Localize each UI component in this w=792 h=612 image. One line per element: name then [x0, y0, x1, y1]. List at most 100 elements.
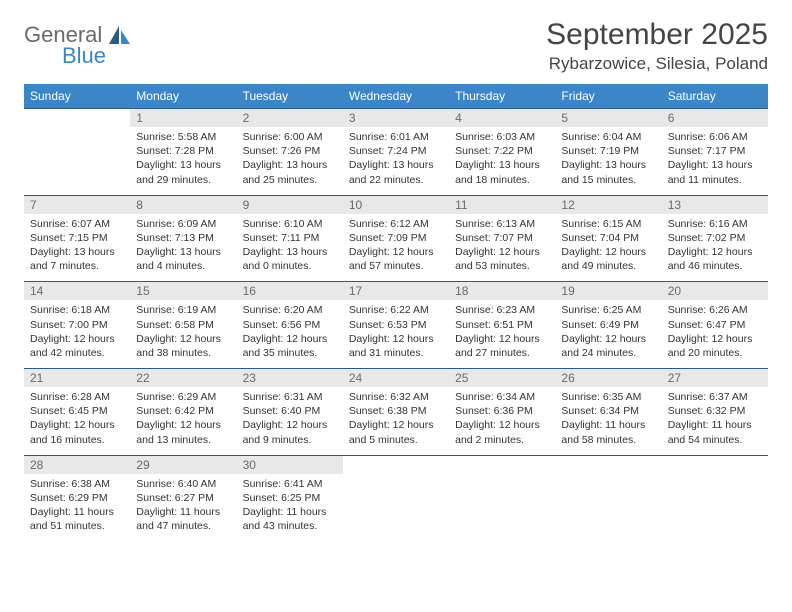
sunset-text: Sunset: 6:29 PM: [30, 491, 124, 505]
daylight-text-1: Daylight: 12 hours: [668, 245, 762, 259]
sunset-text: Sunset: 7:00 PM: [30, 318, 124, 332]
sunrise-text: Sunrise: 6:12 AM: [349, 217, 443, 231]
daylight-text-1: Daylight: 13 hours: [455, 158, 549, 172]
sunrise-text: Sunrise: 6:35 AM: [561, 390, 655, 404]
daylight-text-2: and 57 minutes.: [349, 259, 443, 273]
sunrise-text: Sunrise: 6:16 AM: [668, 217, 762, 231]
day-number-cell: 16: [237, 282, 343, 301]
day-number-cell: [555, 455, 661, 474]
day-content-cell: Sunrise: 6:28 AMSunset: 6:45 PMDaylight:…: [24, 387, 130, 455]
daylight-text-2: and 24 minutes.: [561, 346, 655, 360]
daylight-text-2: and 5 minutes.: [349, 433, 443, 447]
day-content-cell: Sunrise: 6:19 AMSunset: 6:58 PMDaylight:…: [130, 300, 236, 368]
content-row: Sunrise: 5:58 AMSunset: 7:28 PM Daylight:…: [24, 127, 768, 195]
day-number-cell: 18: [449, 282, 555, 301]
daylight-text-2: and 47 minutes.: [136, 519, 230, 533]
day-header: Monday: [130, 84, 236, 109]
day-content-cell: Sunrise: 6:23 AMSunset: 6:51 PMDaylight:…: [449, 300, 555, 368]
day-number-cell: 20: [662, 282, 768, 301]
day-number-cell: 13: [662, 195, 768, 214]
title-block: September 2025 Rybarzowice, Silesia, Pol…: [546, 18, 768, 74]
daynum-row: 282930: [24, 455, 768, 474]
day-content-cell: Sunrise: 6:18 AMSunset: 7:00 PMDaylight:…: [24, 300, 130, 368]
day-number-cell: 26: [555, 369, 661, 388]
daylight-text-1: Daylight: 12 hours: [455, 245, 549, 259]
daylight-text-1: Daylight: 11 hours: [136, 505, 230, 519]
sunrise-text: Sunrise: 6:01 AM: [349, 130, 443, 144]
day-number-cell: 21: [24, 369, 130, 388]
sunrise-text: Sunrise: 6:40 AM: [136, 477, 230, 491]
sunset-text: Sunset: 7:11 PM: [243, 231, 337, 245]
day-content-cell: Sunrise: 6:37 AMSunset: 6:32 PMDaylight:…: [662, 387, 768, 455]
day-number-cell: 10: [343, 195, 449, 214]
daynum-row: 123456: [24, 109, 768, 128]
sunset-text: Sunset: 7:15 PM: [30, 231, 124, 245]
daylight-text-1: Daylight: 12 hours: [668, 332, 762, 346]
daylight-text-1: Daylight: 13 hours: [668, 158, 762, 172]
sunset-text: Sunset: 7:19 PM: [561, 144, 655, 158]
daylight-text-1: Daylight: 12 hours: [30, 332, 124, 346]
sunrise-text: Sunrise: 6:37 AM: [668, 390, 762, 404]
sunset-text: Sunset: 6:49 PM: [561, 318, 655, 332]
sunrise-text: Sunrise: 6:31 AM: [243, 390, 337, 404]
daylight-text-1: Daylight: 11 hours: [668, 418, 762, 432]
sunrise-text: Sunrise: 6:32 AM: [349, 390, 443, 404]
sunset-text: Sunset: 6:42 PM: [136, 404, 230, 418]
sunset-text: Sunset: 7:28 PM: [136, 144, 230, 158]
daylight-text-1: Daylight: 12 hours: [136, 332, 230, 346]
sunset-text: Sunset: 6:45 PM: [30, 404, 124, 418]
daylight-text-2: and 51 minutes.: [30, 519, 124, 533]
day-content-cell: Sunrise: 6:15 AMSunset: 7:04 PMDaylight:…: [555, 214, 661, 282]
day-number-cell: 2: [237, 109, 343, 128]
day-header-row: Sunday Monday Tuesday Wednesday Thursday…: [24, 84, 768, 109]
daylight-text-2: and 11 minutes.: [668, 173, 762, 187]
daylight-text-1: Daylight: 12 hours: [136, 418, 230, 432]
day-number-cell: 29: [130, 455, 236, 474]
day-number-cell: [343, 455, 449, 474]
daylight-text-1: Daylight: 13 hours: [349, 158, 443, 172]
sunrise-text: Sunrise: 6:04 AM: [561, 130, 655, 144]
day-content-cell: Sunrise: 6:03 AMSunset: 7:22 PMDaylight:…: [449, 127, 555, 195]
logo-blue: Blue: [62, 45, 131, 67]
daylight-text-1: Daylight: 13 hours: [243, 158, 337, 172]
day-content-cell: Sunrise: 6:31 AMSunset: 6:40 PMDaylight:…: [237, 387, 343, 455]
day-header: Sunday: [24, 84, 130, 109]
daylight-text-2: and 42 minutes.: [30, 346, 124, 360]
sunset-text: Sunset: 7:22 PM: [455, 144, 549, 158]
day-content-cell: Sunrise: 6:26 AMSunset: 6:47 PMDaylight:…: [662, 300, 768, 368]
day-content-cell: [343, 474, 449, 542]
day-number-cell: 19: [555, 282, 661, 301]
day-number-cell: 7: [24, 195, 130, 214]
day-number-cell: [662, 455, 768, 474]
location: Rybarzowice, Silesia, Poland: [546, 54, 768, 74]
daylight-text-2: and 54 minutes.: [668, 433, 762, 447]
day-header: Saturday: [662, 84, 768, 109]
sunset-text: Sunset: 6:27 PM: [136, 491, 230, 505]
sunrise-text: Sunrise: 5:58 AM: [136, 130, 230, 144]
calendar-table: Sunday Monday Tuesday Wednesday Thursday…: [24, 84, 768, 541]
daylight-text-1: Daylight: 12 hours: [455, 332, 549, 346]
day-content-cell: [449, 474, 555, 542]
day-number-cell: 25: [449, 369, 555, 388]
day-header: Friday: [555, 84, 661, 109]
daylight-text-2: and 25 minutes.: [243, 173, 337, 187]
day-content-cell: Sunrise: 6:20 AMSunset: 6:56 PMDaylight:…: [237, 300, 343, 368]
sunset-text: Sunset: 7:04 PM: [561, 231, 655, 245]
day-content-cell: Sunrise: 6:16 AMSunset: 7:02 PMDaylight:…: [662, 214, 768, 282]
sunrise-text: Sunrise: 6:34 AM: [455, 390, 549, 404]
day-content-cell: [555, 474, 661, 542]
daylight-text-2: and 58 minutes.: [561, 433, 655, 447]
day-content-cell: Sunrise: 6:22 AMSunset: 6:53 PMDaylight:…: [343, 300, 449, 368]
logo-text-block: General Blue: [24, 24, 131, 67]
daylight-text-1: Daylight: 12 hours: [561, 245, 655, 259]
daylight-text-2: and 31 minutes.: [349, 346, 443, 360]
day-content-cell: Sunrise: 6:34 AMSunset: 6:36 PMDaylight:…: [449, 387, 555, 455]
day-header: Thursday: [449, 84, 555, 109]
daylight-text-2: and 49 minutes.: [561, 259, 655, 273]
day-content-cell: Sunrise: 6:06 AMSunset: 7:17 PMDaylight:…: [662, 127, 768, 195]
sunset-text: Sunset: 6:25 PM: [243, 491, 337, 505]
daylight-text-1: Daylight: 12 hours: [349, 245, 443, 259]
daylight-text-2: and 16 minutes.: [30, 433, 124, 447]
daylight-text-2: and 0 minutes.: [243, 259, 337, 273]
sunset-text: Sunset: 7:17 PM: [668, 144, 762, 158]
